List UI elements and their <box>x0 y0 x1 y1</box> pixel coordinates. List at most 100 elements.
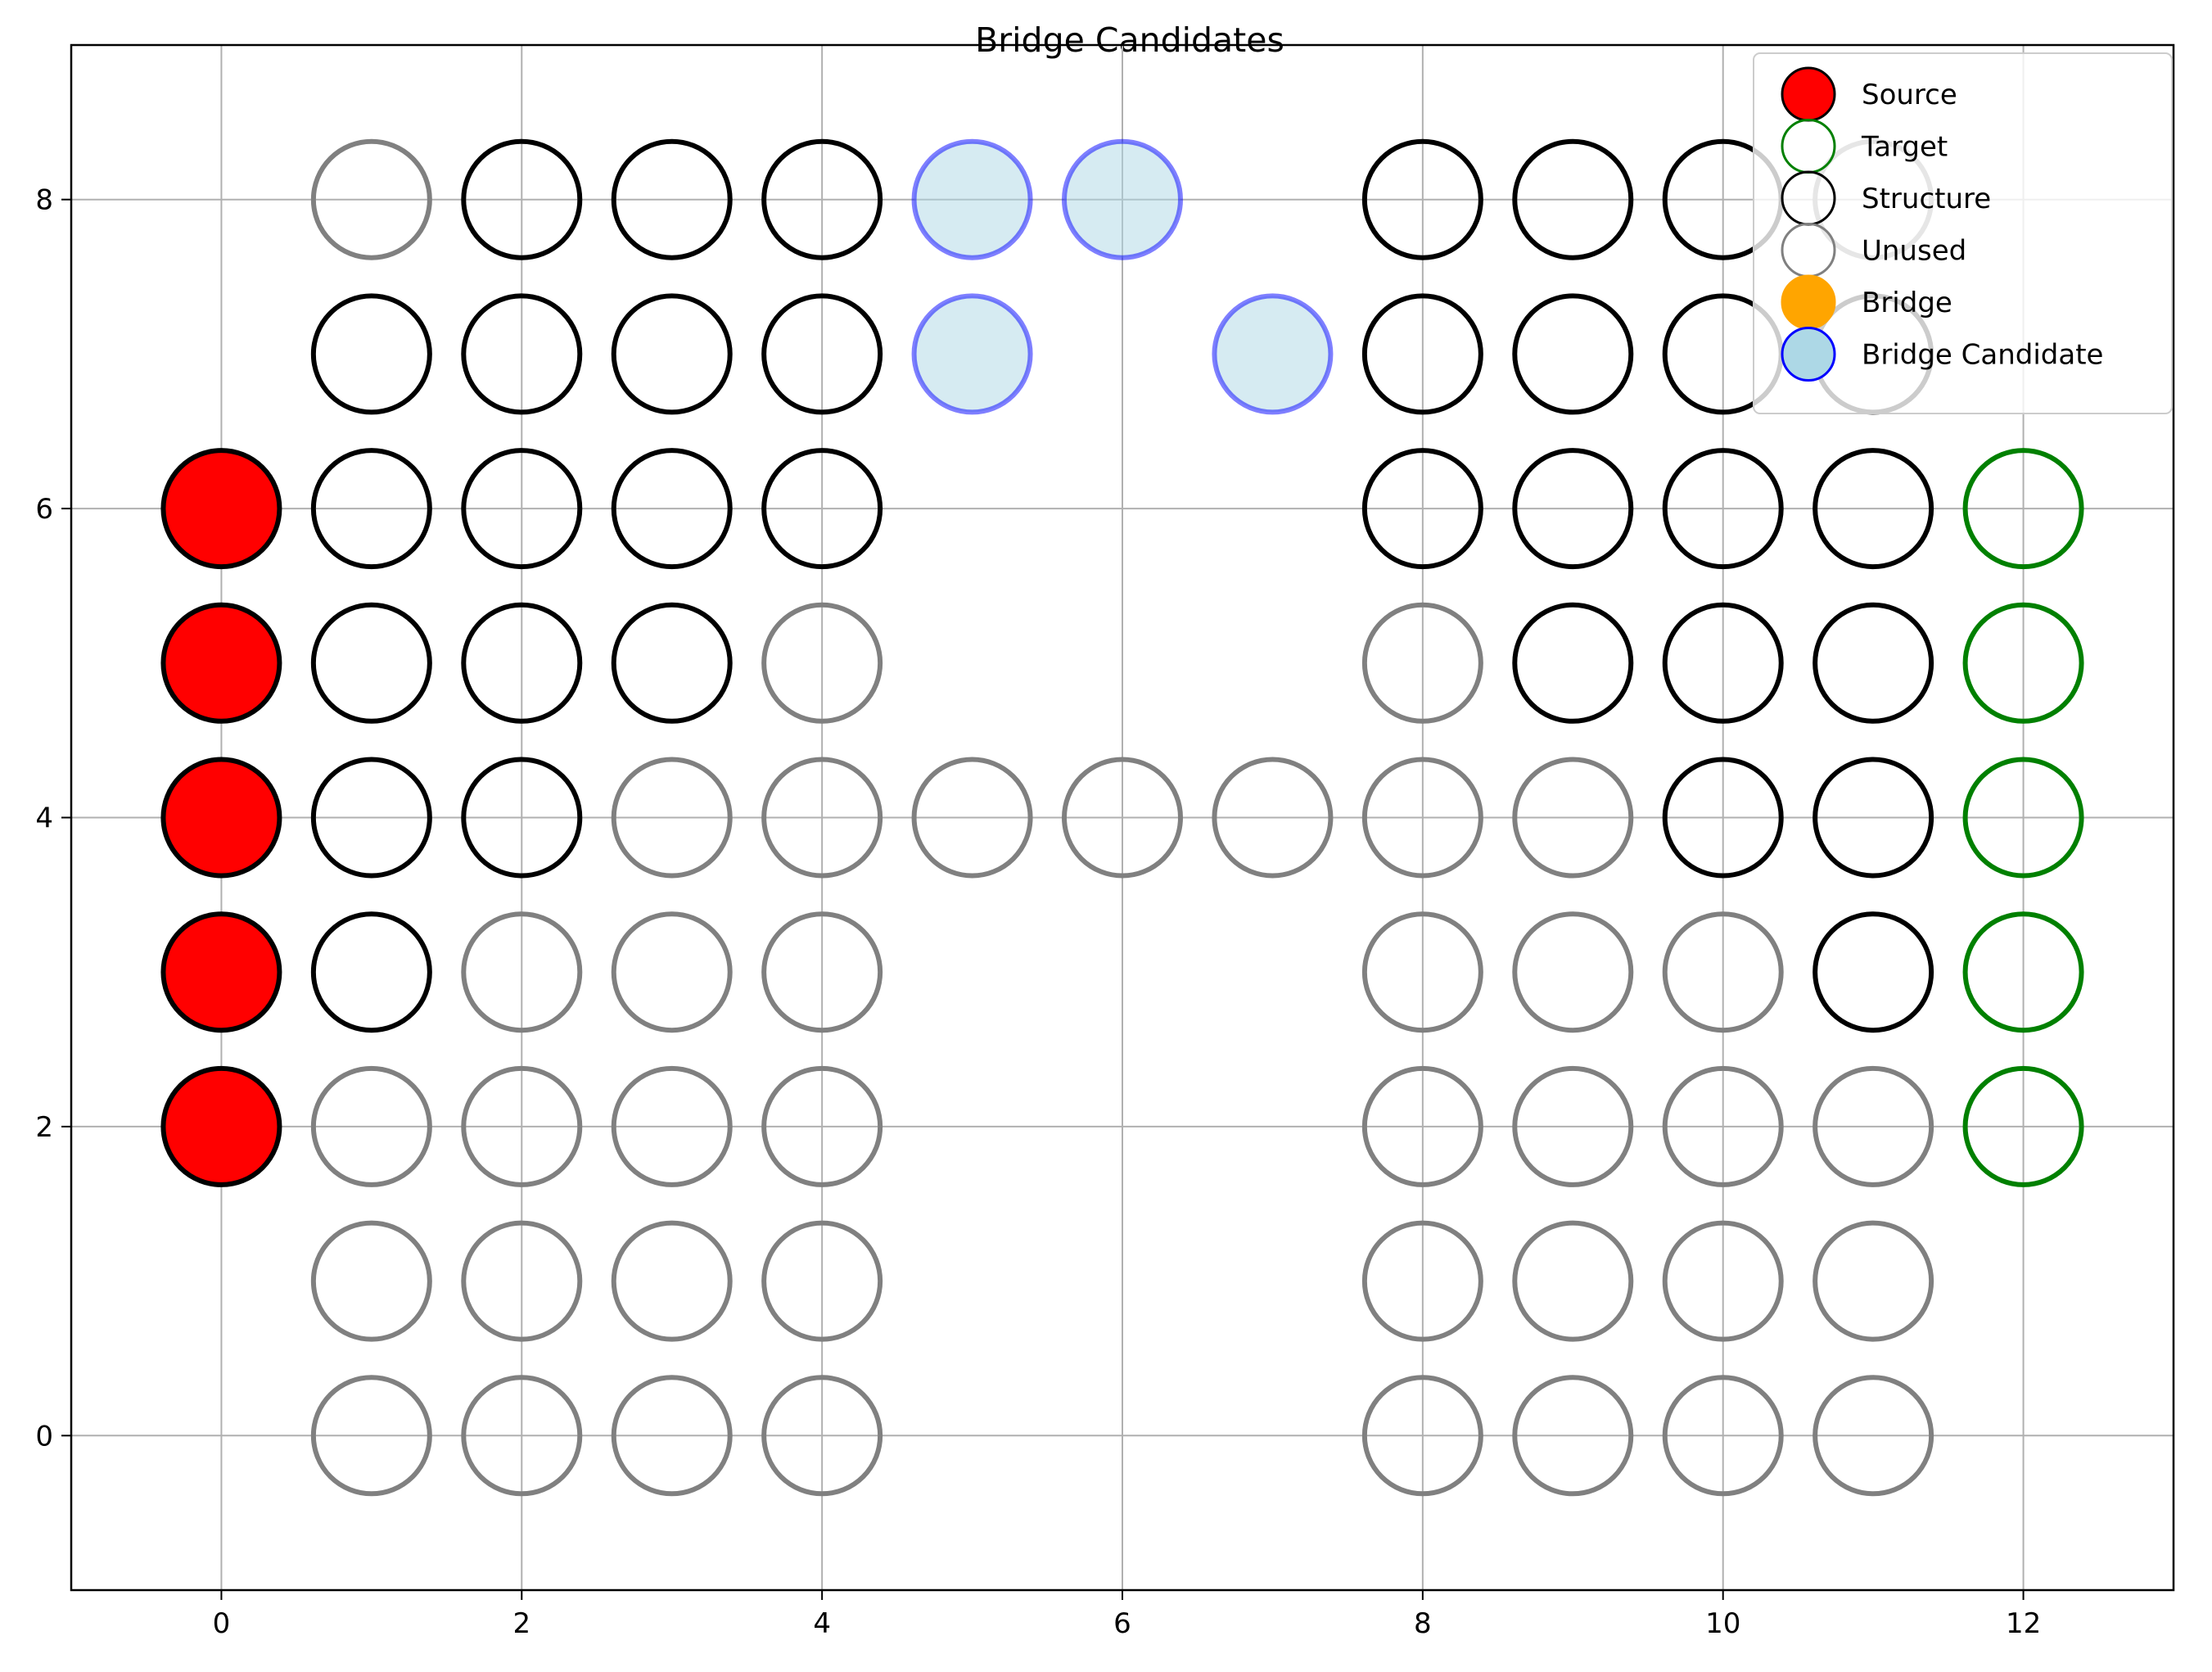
unused-marker <box>1662 1375 1784 1497</box>
structure-marker <box>1662 602 1784 724</box>
unused-marker <box>761 757 883 879</box>
unused-marker <box>1812 1375 1934 1497</box>
structure-marker <box>611 138 733 260</box>
unused-marker <box>761 602 883 724</box>
unused-marker <box>1512 1375 1634 1497</box>
bridge-candidate-marker <box>1062 138 1183 260</box>
structure-marker <box>1361 293 1483 415</box>
legend: Source Target Structure Unused Bridge Bridge … <box>1753 52 2173 414</box>
legend-label: Unused <box>1862 235 1966 268</box>
structure-marker <box>310 757 432 879</box>
structure-marker <box>310 911 432 1033</box>
structure-marker <box>461 293 583 415</box>
structure-marker <box>761 448 883 570</box>
chart-title: Bridge Candidates <box>975 20 1284 60</box>
structure-marker <box>1512 138 1634 260</box>
legend-swatch <box>1781 66 1836 122</box>
unused-marker <box>1361 911 1483 1033</box>
y-tick-label: 8 <box>35 184 53 217</box>
legend-entry-unused: Unused <box>1781 223 1966 278</box>
source-marker <box>160 448 282 570</box>
target-marker <box>1962 602 2084 724</box>
unused-marker <box>310 138 432 260</box>
unused-marker <box>611 1220 733 1342</box>
unused-marker <box>611 757 733 879</box>
source-marker <box>160 757 282 879</box>
unused-marker <box>611 1065 733 1187</box>
structure-marker <box>1812 911 1934 1033</box>
source-marker <box>160 1065 282 1187</box>
x-tick-label: 12 <box>2006 1607 2041 1640</box>
unused-marker <box>1662 1220 1784 1342</box>
y-tick-label: 2 <box>35 1111 53 1144</box>
unused-marker <box>611 911 733 1033</box>
legend-swatch <box>1781 274 1836 330</box>
x-tick-label: 4 <box>813 1607 831 1640</box>
unused-marker <box>1512 1220 1634 1342</box>
unused-marker <box>1512 757 1634 879</box>
x-tick-label: 10 <box>1705 1607 1740 1640</box>
unused-marker <box>1212 757 1334 879</box>
y-tick-label: 0 <box>35 1420 53 1453</box>
legend-label: Structure <box>1862 183 1991 215</box>
grid-lines <box>71 45 2174 1590</box>
structure-marker <box>1361 448 1483 570</box>
unused-marker <box>310 1065 432 1187</box>
unused-marker <box>1512 911 1634 1033</box>
legend-entry-candidate: Bridge Candidate <box>1781 327 2103 382</box>
unused-marker <box>461 1220 583 1342</box>
structure-marker <box>310 293 432 415</box>
x-tick-label: 0 <box>213 1607 231 1640</box>
structure-marker <box>1361 138 1483 260</box>
legend-label: Bridge Candidate <box>1862 339 2103 372</box>
unused-marker <box>461 1065 583 1187</box>
unused-marker <box>1361 1220 1483 1342</box>
unused-marker <box>1361 1065 1483 1187</box>
structure-marker <box>611 448 733 570</box>
legend-entry-structure: Structure <box>1781 170 1991 226</box>
unused-marker <box>1361 757 1483 879</box>
unused-marker <box>761 1220 883 1342</box>
legend-label: Bridge <box>1862 287 1952 319</box>
unused-marker <box>1512 1065 1634 1187</box>
y-tick-label: 6 <box>35 493 53 526</box>
legend-label: Target <box>1861 131 1948 164</box>
bridge-candidate-marker <box>911 293 1033 415</box>
target-marker <box>1962 448 2084 570</box>
legend-swatch <box>1781 327 1836 382</box>
source-marker <box>160 602 282 724</box>
unused-marker <box>310 1220 432 1342</box>
structure-marker <box>1512 448 1634 570</box>
unused-marker <box>911 757 1033 879</box>
unused-marker <box>1662 1065 1784 1187</box>
x-tick-label: 8 <box>1414 1607 1432 1640</box>
legend-entry-bridge: Bridge <box>1781 274 1952 330</box>
target-marker <box>1962 757 2084 879</box>
structure-marker <box>761 138 883 260</box>
unused-marker <box>1812 1220 1934 1342</box>
structure-marker <box>1512 293 1634 415</box>
structure-marker <box>1812 602 1934 724</box>
structure-marker <box>461 448 583 570</box>
x-tick-label: 6 <box>1113 1607 1131 1640</box>
legend-box <box>1753 52 2173 414</box>
unused-marker <box>1662 911 1784 1033</box>
target-marker <box>1962 911 2084 1033</box>
structure-marker <box>1512 602 1634 724</box>
structure-marker <box>310 448 432 570</box>
structure-marker <box>461 138 583 260</box>
unused-marker <box>1361 1375 1483 1497</box>
structure-marker <box>1662 757 1784 879</box>
legend-entry-target: Target <box>1781 119 1948 174</box>
unused-marker <box>761 911 883 1033</box>
unused-marker <box>1812 1065 1934 1187</box>
unused-marker <box>611 1375 733 1497</box>
legend-entry-source: Source <box>1781 66 1957 122</box>
bridge-candidate-marker <box>911 138 1033 260</box>
unused-marker <box>461 1375 583 1497</box>
y-tick-label: 4 <box>35 802 53 835</box>
unused-marker <box>1361 602 1483 724</box>
structure-marker <box>611 293 733 415</box>
source-marker <box>160 911 282 1033</box>
